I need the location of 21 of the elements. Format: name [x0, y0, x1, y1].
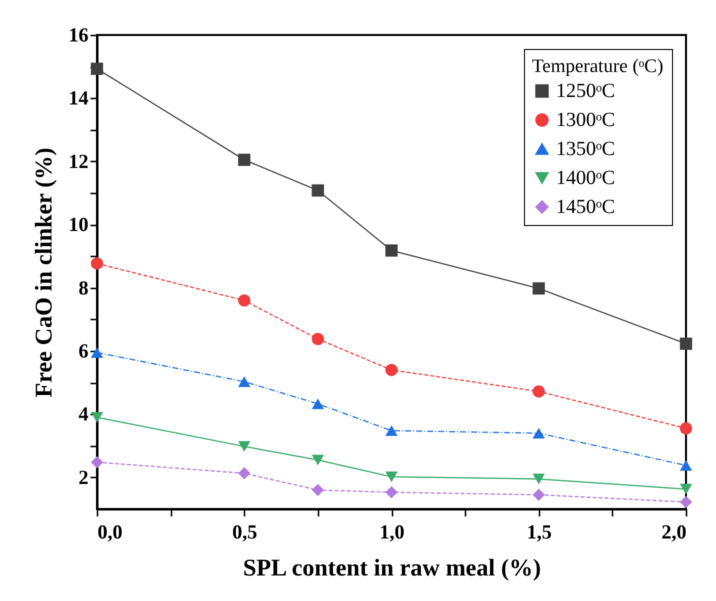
legend-label: 1300ᵒC — [556, 109, 616, 131]
legend-label: 1400ᵒC — [556, 167, 616, 189]
legend-label: 1250ᵒC — [556, 80, 616, 102]
y-tick-label: 10 — [68, 214, 88, 236]
x-tick-label: 0,5 — [232, 522, 258, 544]
y-axis-title: Free CaO in clinker (%) — [32, 148, 58, 398]
y-tick-label: 14 — [68, 88, 88, 110]
x-tick-label: 1,5 — [526, 522, 552, 544]
legend-label: 1350ᵒC — [556, 138, 616, 160]
x-tick-label: 1,0 — [380, 522, 404, 544]
y-tick-label: 2 — [78, 466, 88, 489]
x-axis-title: SPL content in raw meal (%) — [243, 556, 541, 582]
y-tick-label: 6 — [78, 340, 88, 362]
legend-title: Temperature (ᵒC) — [532, 56, 664, 77]
y-tick-label: 12 — [68, 150, 88, 173]
y-tick-label: 8 — [78, 277, 88, 300]
legend-label: 1450ᵒC — [556, 196, 616, 218]
x-tick-label: 0,0 — [98, 522, 122, 544]
y-tick-label: 4 — [78, 404, 88, 426]
y-tick-label: 16 — [68, 24, 88, 46]
x-tick-label: 2,0 — [662, 522, 686, 544]
